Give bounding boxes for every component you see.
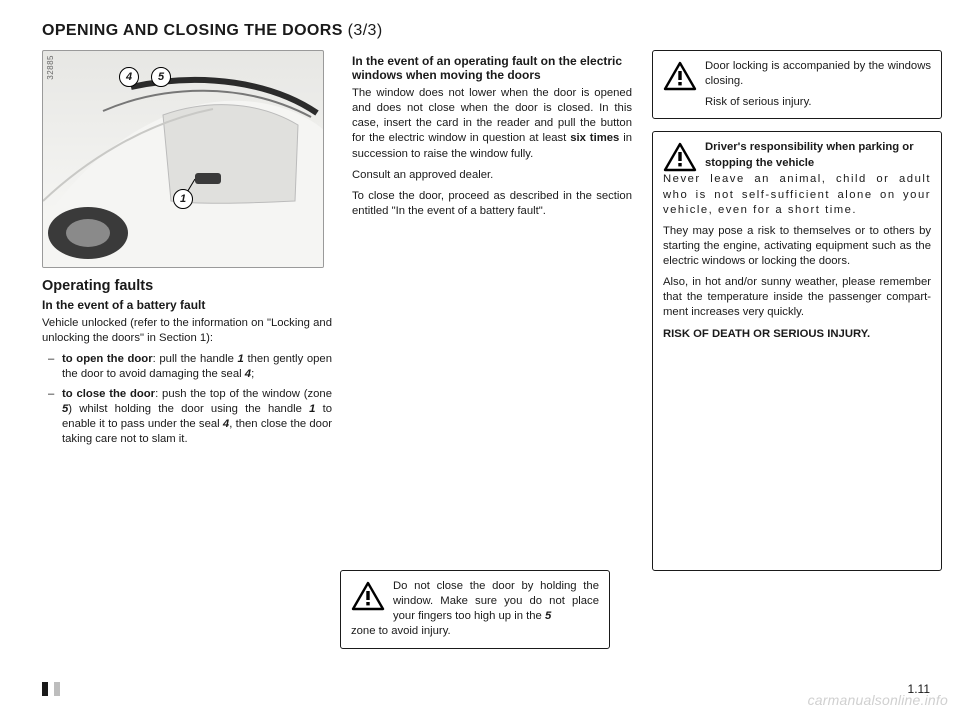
box1-lead: Door locking is accompa­nied by the wind… — [705, 59, 931, 110]
li2-r2: ) whilst holding the door using the hand… — [68, 403, 309, 415]
mid-p1: The window does not lower when the door … — [352, 86, 632, 162]
midbox-lead: Do not close the door by holding the win… — [393, 579, 599, 624]
illustration: 32885 4 5 1 — [42, 50, 324, 268]
li1-r1: : pull the handle — [153, 353, 238, 365]
li2-lead: to close the door — [62, 388, 155, 400]
box2-p3: Also, in hot and/or sunny weather, pleas… — [663, 275, 931, 320]
title-main: OPENING AND CLOSING THE DOORS — [42, 22, 343, 39]
box2-p2: They may pose a risk to themselves or to… — [663, 224, 931, 269]
left-intro: Vehicle unlocked (refer to the infor­mat… — [42, 316, 332, 346]
mid-p1b: six times — [570, 132, 619, 144]
tick-gray — [54, 682, 60, 696]
box2-p1-text: Never leave an animal, child or adult wh… — [663, 173, 931, 215]
crop-marks — [42, 682, 60, 696]
col-mid: In the event of an operating fault on th… — [352, 50, 632, 583]
col-right: Door locking is accompa­nied by the wind… — [652, 50, 942, 583]
callout-4: 4 — [119, 67, 139, 87]
page: OPENING AND CLOSING THE DOORS (3/3) 3288… — [0, 0, 960, 583]
warning-icon — [351, 581, 385, 611]
box2-p4: RISK OF DEATH OR SERIOUS INJURY. — [663, 327, 931, 342]
watermark: carmanualsonline.info — [808, 692, 948, 708]
callout-1: 1 — [173, 189, 193, 209]
mid-p2: Consult an approved dealer. — [352, 168, 632, 183]
li1-r3: ; — [251, 368, 254, 380]
warning-box-fingers: Do not close the door by holding the win… — [340, 570, 610, 649]
box1-b: Risk of serious injury. — [705, 95, 931, 110]
warning-icon — [663, 142, 697, 172]
heading-operating-faults: Operating faults — [42, 278, 332, 294]
callout-5: 5 — [151, 67, 171, 87]
tick-black — [42, 682, 48, 696]
columns: 32885 4 5 1 Oper — [42, 50, 932, 583]
list-item: to open the door: pull the handle 1 then… — [52, 352, 332, 382]
box1-a: Door locking is accompa­nied by the wind… — [705, 59, 931, 89]
list-item: to close the door: push the top of the w… — [52, 387, 332, 448]
car-svg — [43, 51, 324, 268]
col-left: 32885 4 5 1 Oper — [42, 50, 332, 583]
mid-p3: To close the door, proceed as described … — [352, 189, 632, 219]
warning-box-locking: Door locking is accompa­nied by the wind… — [652, 50, 942, 119]
warning-icon — [663, 61, 697, 91]
warning-box-responsibility: Driver's responsibility when parking or … — [652, 131, 942, 571]
box2-p1: Never leave an animal, child or adult wh… — [663, 172, 931, 217]
box2-h1: Driver's responsibility when parking or … — [705, 140, 931, 170]
page-title: OPENING AND CLOSING THE DOORS (3/3) — [42, 22, 932, 40]
box2-lead: Driver's responsibility when parking or … — [705, 140, 931, 170]
left-list: to open the door: pull the handle 1 then… — [42, 352, 332, 447]
mid-heading: In the event of an operating fault on th… — [352, 54, 632, 82]
door-handle — [195, 173, 221, 184]
subheading-battery-fault: In the event of a battery fault — [42, 298, 332, 312]
midbox-a: Do not close the door by holding the win… — [393, 580, 599, 622]
li1-lead: to open the door — [62, 353, 153, 365]
li2-r1: : push the top of the window (zone — [155, 388, 332, 400]
midbox-n5: 5 — [545, 610, 551, 622]
title-fraction: (3/3) — [348, 22, 383, 39]
midbox-b: zone to avoid injury. — [351, 625, 451, 637]
